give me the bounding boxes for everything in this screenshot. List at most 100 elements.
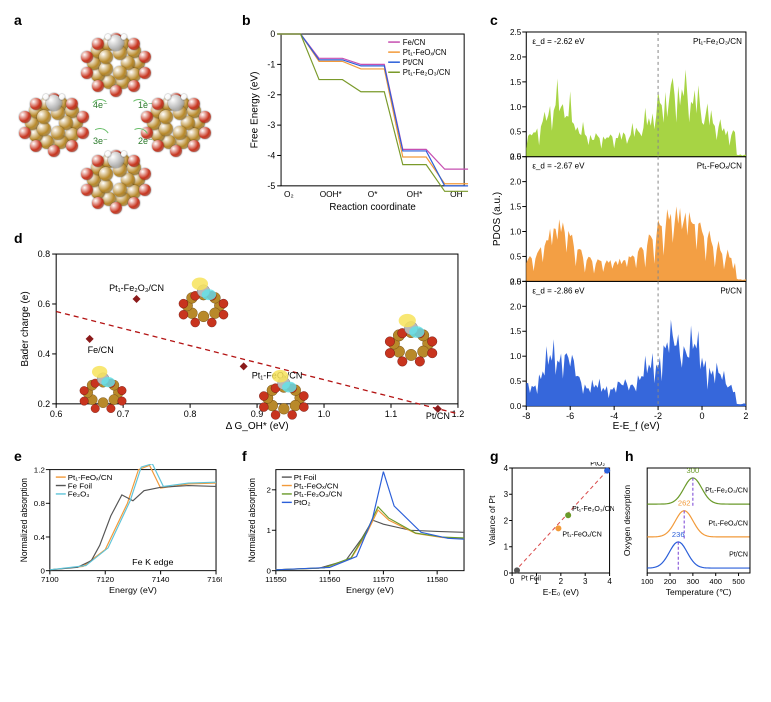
svg-text:-4: -4 xyxy=(610,411,618,421)
svg-text:Pt/CN: Pt/CN xyxy=(403,58,424,67)
svg-text:0.0: 0.0 xyxy=(510,402,522,411)
svg-text:0.8: 0.8 xyxy=(38,249,51,259)
svg-text:1.0: 1.0 xyxy=(318,409,331,419)
svg-text:1.0: 1.0 xyxy=(510,352,522,361)
svg-text:Normalized absorption: Normalized absorption xyxy=(247,478,257,562)
svg-text:3: 3 xyxy=(583,577,588,586)
svg-text:0.5: 0.5 xyxy=(510,377,522,386)
panel-e: e 710071207140716000.40.81.2Energy (eV)N… xyxy=(10,446,230,601)
svg-text:Temperature (℃): Temperature (℃) xyxy=(666,587,732,597)
svg-text:4: 4 xyxy=(504,464,509,473)
svg-text:Normalized absorption: Normalized absorption xyxy=(19,478,29,562)
svg-text:PtO₂: PtO₂ xyxy=(590,462,605,468)
svg-text:11560: 11560 xyxy=(319,575,341,584)
svg-text:11550: 11550 xyxy=(265,575,287,584)
svg-text:0: 0 xyxy=(270,29,275,39)
svg-text:Pt/CN: Pt/CN xyxy=(720,286,742,295)
svg-text:1.5: 1.5 xyxy=(510,203,522,212)
svg-text:2.5: 2.5 xyxy=(510,153,522,162)
svg-text:7120: 7120 xyxy=(96,575,114,584)
panel-d: d 0.60.70.80.91.01.11.20.20.40.60.8Fe/CN… xyxy=(10,228,478,438)
svg-text:11570: 11570 xyxy=(373,575,395,584)
panel-label-a: a xyxy=(14,12,22,28)
svg-text:1.2: 1.2 xyxy=(452,409,465,419)
svg-text:7100: 7100 xyxy=(41,575,59,584)
svg-text:0.5: 0.5 xyxy=(510,252,522,261)
svg-text:Pt₁-Fe₂O₃/CN: Pt₁-Fe₂O₃/CN xyxy=(109,283,164,293)
svg-text:400: 400 xyxy=(709,577,722,586)
svg-text:ε_d = -2.62 eV: ε_d = -2.62 eV xyxy=(532,37,585,46)
svg-text:Pt/CN: Pt/CN xyxy=(729,552,748,559)
svg-text:Free Energy (eV): Free Energy (eV) xyxy=(250,71,261,148)
svg-text:7140: 7140 xyxy=(152,575,170,584)
panel-a: a 1e⁻2e⁻3e⁻4e⁻ xyxy=(10,10,230,220)
svg-text:Pt₁-FeOₓ/CN: Pt₁-FeOₓ/CN xyxy=(562,531,601,538)
svg-text:Pt₁-Fe₂O₃/CN: Pt₁-Fe₂O₃/CN xyxy=(403,68,451,77)
svg-text:0: 0 xyxy=(266,567,270,576)
svg-text:2.0: 2.0 xyxy=(510,53,522,62)
svg-text:0: 0 xyxy=(40,567,44,576)
svg-text:Fe K edge: Fe K edge xyxy=(132,557,173,567)
svg-text:1.2: 1.2 xyxy=(34,466,45,475)
svg-text:Pt Foil: Pt Foil xyxy=(294,473,317,482)
svg-text:Energy (eV): Energy (eV) xyxy=(109,585,157,595)
svg-text:300: 300 xyxy=(687,466,700,475)
svg-text:100: 100 xyxy=(641,577,654,586)
panel-b: b -5-4-3-2-10O₂OOH*O*OH*OHReaction coord… xyxy=(238,10,478,220)
svg-text:Fe₂O₃: Fe₂O₃ xyxy=(68,490,90,499)
svg-text:2.0: 2.0 xyxy=(510,178,522,187)
svg-text:0.8: 0.8 xyxy=(184,409,197,419)
svg-text:236: 236 xyxy=(672,530,685,539)
svg-text:0.7: 0.7 xyxy=(117,409,130,419)
svg-text:OH*: OH* xyxy=(407,189,423,199)
svg-text:Pt₁-FeOₓ/CN: Pt₁-FeOₓ/CN xyxy=(708,520,748,527)
svg-text:3: 3 xyxy=(504,490,509,499)
svg-text:0: 0 xyxy=(510,577,515,586)
svg-text:7160: 7160 xyxy=(207,575,222,584)
panel-label-b: b xyxy=(242,12,251,28)
svg-text:Pt₁-Fe₂O₃/CN: Pt₁-Fe₂O₃/CN xyxy=(294,490,342,499)
svg-text:1.0: 1.0 xyxy=(510,228,522,237)
svg-text:ε_d = -2.86 eV: ε_d = -2.86 eV xyxy=(532,286,585,295)
svg-text:2.5: 2.5 xyxy=(510,28,522,37)
svg-text:Pt₁-Fe₂O₃/CN: Pt₁-Fe₂O₃/CN xyxy=(572,506,613,513)
panel-label-e: e xyxy=(14,448,22,464)
svg-text:ε_d = -2.67 eV: ε_d = -2.67 eV xyxy=(532,162,585,171)
svg-text:Pt₁-Fe₂O₃/CN: Pt₁-Fe₂O₃/CN xyxy=(693,37,742,46)
svg-text:500: 500 xyxy=(732,577,745,586)
svg-text:Pt₁-Fe₂O₃/CN: Pt₁-Fe₂O₃/CN xyxy=(705,488,748,495)
svg-text:Fe/CN: Fe/CN xyxy=(403,38,426,47)
svg-text:-4: -4 xyxy=(267,150,275,160)
svg-text:PtO₂: PtO₂ xyxy=(294,498,311,507)
svg-text:-2: -2 xyxy=(267,90,275,100)
svg-text:2: 2 xyxy=(504,517,509,526)
svg-text:262: 262 xyxy=(678,499,691,508)
svg-text:2: 2 xyxy=(559,577,564,586)
svg-text:-2: -2 xyxy=(654,411,662,421)
svg-text:O*: O* xyxy=(368,189,378,199)
panel-label-d: d xyxy=(14,230,23,246)
svg-text:0.4: 0.4 xyxy=(38,349,51,359)
svg-text:4: 4 xyxy=(607,577,612,586)
svg-text:Pt/CN: Pt/CN xyxy=(426,411,450,421)
svg-text:-5: -5 xyxy=(267,181,275,191)
svg-text:Energy (eV): Energy (eV) xyxy=(346,585,394,595)
svg-text:1.5: 1.5 xyxy=(510,78,522,87)
svg-text:E-E₀ (eV): E-E₀ (eV) xyxy=(543,587,579,597)
svg-text:Bader charge (e): Bader charge (e) xyxy=(20,291,31,366)
svg-text:-1: -1 xyxy=(267,59,275,69)
svg-text:2.5: 2.5 xyxy=(510,277,522,286)
svg-text:0.8: 0.8 xyxy=(34,499,45,508)
svg-text:1.5: 1.5 xyxy=(510,327,522,336)
svg-text:0.6: 0.6 xyxy=(50,409,63,419)
svg-text:Δ G_OH* (eV): Δ G_OH* (eV) xyxy=(226,421,289,432)
svg-text:Pt₁-FeOₓ/CN: Pt₁-FeOₓ/CN xyxy=(697,162,742,171)
svg-text:OOH*: OOH* xyxy=(320,189,343,199)
svg-text:Pt₁-FeOₓ/CN: Pt₁-FeOₓ/CN xyxy=(403,48,447,57)
svg-text:Pt₁-FeOₓ/CN: Pt₁-FeOₓ/CN xyxy=(294,482,339,491)
svg-text:Oxygen desorption: Oxygen desorption xyxy=(623,485,632,556)
svg-text:1.0: 1.0 xyxy=(510,103,522,112)
svg-text:Reaction coordinate: Reaction coordinate xyxy=(329,202,416,213)
svg-text:O₂: O₂ xyxy=(284,189,294,199)
svg-text:300: 300 xyxy=(687,577,700,586)
